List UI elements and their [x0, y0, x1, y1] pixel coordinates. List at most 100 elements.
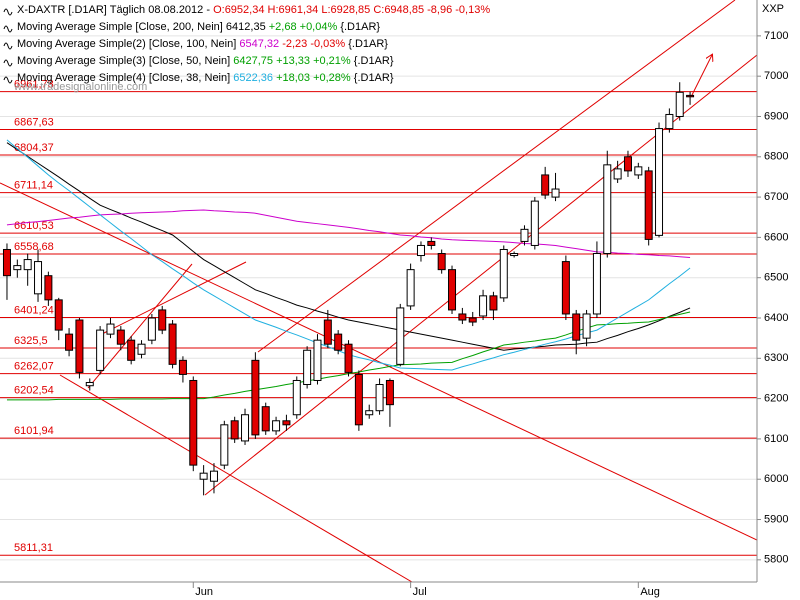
trend-lines	[0, 0, 757, 582]
y-tick-label: 6300	[764, 352, 788, 364]
candle-body	[13, 265, 22, 271]
candle-body	[2, 248, 11, 277]
candle-body	[158, 309, 167, 331]
candle-body	[251, 359, 260, 436]
x-tick-label: Jun	[195, 586, 213, 598]
legend-change: -2,23 -0,03%	[282, 38, 345, 50]
candle-body	[272, 420, 281, 432]
level-label: 6867,63	[14, 116, 54, 128]
trend-line	[99, 261, 247, 336]
candle-body	[655, 128, 664, 236]
candle-body	[644, 170, 653, 240]
candle-body	[385, 379, 394, 406]
legend-change: +2,68 +0,04%	[269, 21, 338, 33]
candle-body	[479, 295, 488, 317]
candle-body	[292, 379, 301, 416]
candle-layer	[2, 82, 695, 496]
level-label: 6325,5	[14, 335, 48, 347]
level-label: 5811,31	[14, 542, 53, 554]
candle-body	[489, 295, 498, 311]
trend-line	[257, 0, 736, 353]
symbol: X-DAXTR [.D1AR]	[17, 4, 107, 16]
candle-body	[603, 164, 612, 255]
candle-body	[168, 323, 177, 365]
candle-body	[592, 253, 601, 315]
y-tick-label: 5900	[764, 513, 788, 525]
candle-body	[178, 359, 187, 375]
legend-name: Moving Average Simple(4) [Close, 38, Nei…	[17, 72, 230, 84]
legend-icon	[3, 76, 13, 84]
candle-body	[541, 174, 550, 196]
y-tick-label: 6900	[764, 110, 788, 122]
legend-tag: {.D1AR}	[348, 38, 388, 50]
candle-body	[230, 420, 239, 440]
legend-name: Moving Average Simple(3) [Close, 50, Nei…	[17, 55, 230, 67]
watermark: www.tradesignalonline.com	[13, 81, 147, 93]
level-label: 6961,73	[14, 79, 54, 91]
legend-tag: {.D1AR}	[340, 21, 380, 33]
candle-body	[54, 299, 63, 331]
candle-body	[406, 269, 415, 307]
candle-body	[396, 307, 405, 365]
candle-body	[241, 414, 250, 442]
level-label: 6401,24	[14, 304, 54, 316]
candle-body	[106, 323, 115, 335]
legend-icon	[3, 59, 13, 67]
candle-body	[551, 188, 560, 198]
candle-body	[427, 240, 436, 246]
candle-body	[530, 200, 539, 246]
candle-body	[303, 349, 312, 386]
level-label: 6262,07	[14, 361, 54, 373]
candle-body	[313, 339, 322, 381]
trend-line	[87, 263, 193, 389]
candle-body	[34, 261, 43, 295]
candle-body	[127, 339, 136, 361]
candle-body	[189, 379, 198, 466]
candle-body	[365, 410, 374, 416]
candle-body	[44, 275, 53, 301]
y-tick-label: 6600	[764, 231, 788, 243]
legend-change: +13,33 +0,21%	[276, 55, 351, 67]
candle-body	[675, 91, 684, 117]
x-tick-label: Jul	[413, 586, 427, 598]
candle-body	[416, 244, 425, 257]
candle-body	[437, 253, 446, 271]
candle-body	[85, 381, 94, 387]
y-tick-label: 7100	[764, 30, 788, 42]
quote: O:6952,34 H:6961,34 L:6928,85 C:6948,85 …	[213, 4, 490, 16]
candle-body	[137, 343, 146, 355]
legend-value: 6522,36	[233, 72, 273, 84]
candle-body	[613, 168, 622, 180]
candle-body	[23, 259, 32, 271]
legend-entry: Moving Average Simple [Close, 200, Nein]…	[17, 21, 380, 33]
candle-body	[116, 329, 125, 345]
candle-body	[334, 333, 343, 351]
legend-icon	[3, 8, 13, 16]
legend: X-DAXTR [.D1AR] Täglich 08.08.2012 - O:6…	[3, 4, 490, 84]
level-label: 6558,68	[14, 241, 54, 253]
ma-line	[6, 209, 691, 259]
candle-body	[344, 343, 353, 373]
y-tick-label: 6000	[764, 473, 788, 485]
legend-icon	[3, 25, 13, 33]
x-tick-label: Aug	[640, 586, 660, 598]
legend-name: Moving Average Simple(2) [Close, 100, Ne…	[17, 38, 236, 50]
y-tick-label: 6800	[764, 151, 788, 163]
levels-layer: 6961,736867,636804,376711,146610,536558,…	[0, 79, 757, 556]
candle-body	[448, 269, 457, 311]
candle-body	[65, 333, 74, 351]
legend-change: +18,03 +0,28%	[276, 72, 351, 84]
level-label: 6711,14	[14, 180, 53, 192]
y-tick-label: 7000	[764, 70, 788, 82]
legend-value: 6427,75	[233, 55, 273, 67]
y-tick-label: 6700	[764, 191, 788, 203]
candle-body	[209, 470, 218, 482]
candle-body	[623, 156, 632, 172]
candle-body	[582, 313, 591, 339]
header-line: X-DAXTR [.D1AR] Täglich 08.08.2012 - O:6…	[17, 4, 490, 16]
y-tick-label: 5800	[764, 554, 788, 566]
candle-body	[220, 424, 229, 466]
candle-body	[147, 317, 156, 341]
